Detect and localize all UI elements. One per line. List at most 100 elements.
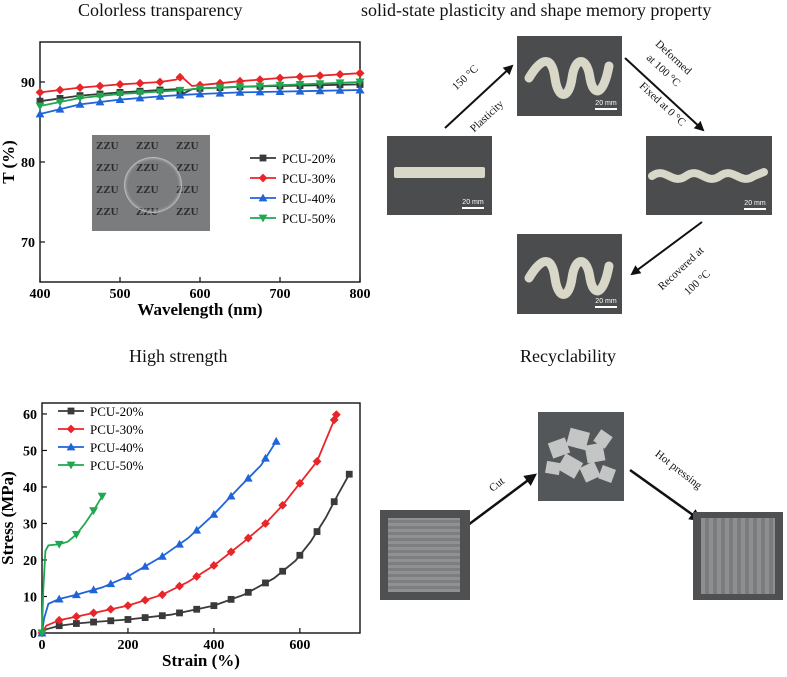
series-point-3 — [255, 87, 265, 96]
x-tick-label: 500 — [110, 287, 131, 302]
series-point-1 — [141, 614, 149, 621]
series-point-3 — [123, 572, 133, 580]
series-point-4 — [275, 81, 285, 90]
series-point-1 — [107, 617, 115, 625]
series-point-1 — [279, 567, 287, 575]
x-tick-label: 700 — [270, 287, 291, 302]
series-point-2 — [235, 76, 245, 86]
series-point-2 — [155, 77, 165, 87]
series-point-2 — [157, 590, 167, 600]
series-point-1 — [244, 588, 252, 596]
series-point-3 — [75, 100, 85, 108]
series-point-2 — [315, 71, 325, 80]
legend-label: PCU-50% — [90, 458, 144, 473]
panel-title-shape-memory: solid-state plasticity and shape memory … — [361, 0, 712, 20]
series-point-3 — [355, 85, 365, 94]
legend-marker — [258, 214, 268, 223]
series-point-4 — [71, 531, 81, 539]
spiral-shape-1 — [524, 57, 614, 99]
series-point-2 — [243, 533, 253, 543]
series-point-1 — [313, 528, 321, 535]
series-point-4 — [37, 629, 47, 638]
film-square-original — [388, 518, 460, 592]
series-point-1 — [55, 622, 63, 630]
y-tick-label: 80 — [21, 156, 35, 171]
zzu-label: ZZU — [96, 184, 119, 196]
label-recovered-temp: 100 °C — [682, 267, 713, 298]
series-point-1 — [227, 595, 235, 603]
series-point-2 — [35, 88, 45, 97]
series-point-2 — [75, 83, 85, 92]
series-point-3 — [235, 88, 245, 96]
cut-pieces-shape — [545, 427, 616, 483]
series-point-1 — [90, 618, 97, 626]
series-point-1 — [296, 551, 304, 559]
series-point-2 — [295, 478, 305, 488]
zzu-label: ZZU — [136, 140, 159, 152]
y-axis-label: T (%) — [0, 140, 18, 184]
series-line-2 — [41, 414, 338, 634]
series-point-4 — [215, 84, 225, 92]
legend-marker — [258, 193, 268, 202]
series-point-3 — [215, 88, 225, 97]
label-hot-pressing: Hot pressing — [652, 448, 705, 492]
series-point-1 — [345, 470, 353, 478]
legend-label: PCU-20% — [90, 404, 144, 419]
y-tick-label: 0 — [30, 627, 37, 642]
series-point-4 — [75, 94, 85, 103]
series-point-3 — [275, 87, 285, 95]
zzu-label: ZZU — [176, 140, 199, 152]
zzu-label: ZZU — [96, 162, 119, 174]
series-point-3 — [135, 93, 145, 102]
series-point-2 — [215, 78, 225, 88]
legend-marker — [66, 442, 76, 451]
series-point-3 — [54, 594, 64, 603]
series-point-2 — [295, 72, 305, 82]
y-tick-label: 30 — [23, 517, 37, 532]
series-point-2 — [106, 604, 116, 614]
series-point-2 — [89, 608, 98, 618]
y-tick-label: 60 — [23, 408, 37, 423]
series-point-4 — [335, 79, 345, 88]
legend-marker — [66, 424, 76, 434]
legend-label: PCU-30% — [282, 171, 336, 186]
series-point-1 — [36, 97, 44, 105]
series-point-2 — [261, 519, 270, 528]
series-point-3 — [315, 86, 325, 95]
y-tick-label: 50 — [23, 444, 37, 459]
series-line-4 — [41, 495, 103, 634]
series-point-4 — [95, 92, 105, 101]
series-point-4 — [175, 86, 185, 95]
legend-marker — [258, 173, 268, 183]
series-point-1 — [330, 498, 338, 506]
legend-label: PCU-40% — [90, 440, 144, 455]
photo-plastic-spiral: 20 mm — [517, 36, 622, 116]
x-tick-label: 600 — [289, 638, 310, 653]
x-tick-label: 0 — [39, 638, 46, 653]
legend-marker — [66, 461, 76, 470]
series-point-2 — [312, 457, 322, 466]
series-point-3 — [243, 473, 253, 482]
film-square-recycled — [701, 518, 775, 594]
series-point-2 — [278, 500, 288, 510]
x-tick-label: 400 — [30, 287, 51, 302]
series-point-4 — [55, 98, 65, 107]
series-point-2 — [192, 572, 202, 581]
y-tick-label: 70 — [21, 236, 35, 251]
y-tick-label: 20 — [23, 554, 37, 569]
y-tick-label: 90 — [21, 76, 35, 91]
series-point-4 — [89, 507, 98, 516]
series-point-4 — [295, 81, 305, 89]
zzu-label: ZZU — [96, 206, 119, 218]
twisted-strip — [648, 168, 768, 183]
series-point-4 — [155, 88, 165, 96]
label-150c: 150 °C — [450, 62, 481, 93]
series-point-3 — [209, 509, 219, 518]
series-point-2 — [226, 547, 236, 557]
series-point-4 — [255, 82, 265, 91]
series-point-2 — [71, 612, 81, 621]
series-point-2 — [140, 595, 150, 605]
series-point-3 — [192, 525, 202, 534]
series-point-1 — [72, 620, 80, 627]
scale-label-1: 20 mm — [462, 199, 484, 206]
